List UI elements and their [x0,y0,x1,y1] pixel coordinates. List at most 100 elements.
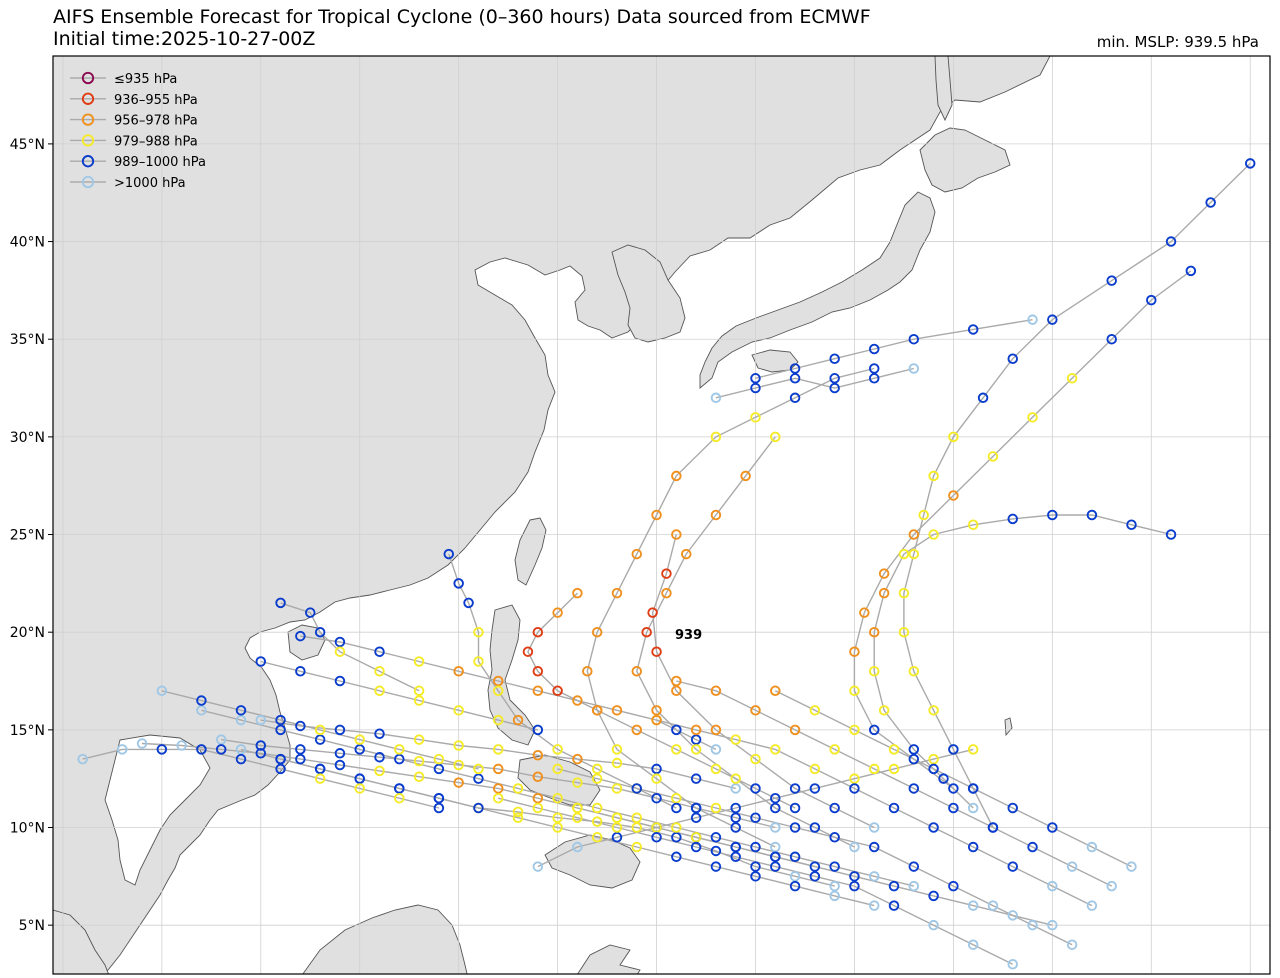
latitude-label: 25°N [10,528,45,544]
track-point [868,626,880,638]
ensemble-track [577,807,1053,926]
legend-label: 979–988 hPa [114,134,198,149]
latitude-label: 10°N [10,821,45,837]
track-point [611,757,623,769]
track-point [552,744,563,755]
legend-marker [81,92,95,105]
track-point [690,832,702,843]
track-point [908,529,920,540]
track-point [878,568,890,579]
track-point [453,740,464,751]
track-point [572,802,583,814]
track-point [750,812,761,823]
track-point [473,626,484,638]
track-point [1146,294,1157,306]
legend-marker [81,113,95,126]
track-point [196,744,207,755]
track-point [117,744,128,755]
track-point [582,666,593,677]
track-point [730,734,741,745]
track-point [1066,373,1078,384]
track-point [671,792,682,804]
track-point [453,777,464,788]
track-point [710,509,722,521]
track-point [690,841,702,853]
ensemble-track [676,680,1113,887]
track-point [750,382,761,394]
track-point [928,919,939,931]
track-point [1047,880,1058,892]
track-point [572,695,583,706]
track-point [1066,939,1078,950]
track-point [433,792,445,804]
track-point [770,841,781,853]
track-point [948,744,959,755]
track-point [789,851,801,863]
track-point [948,802,959,814]
track-point [928,822,939,833]
track-point [631,812,643,823]
track-point [1027,919,1038,931]
ensemble-track [636,436,855,848]
ensemble-track [280,758,875,907]
track-point [473,773,484,784]
latitude-axis: 45°N 40°N 35°N 30°N 25°N 20°N 15°N 10°N 5°N [10,137,53,934]
track-point [859,607,870,618]
track-point [453,705,464,716]
track-point [878,587,890,599]
track-point [809,763,821,775]
malay-peninsula [53,909,109,974]
track-point [1126,861,1137,872]
track-point [750,705,761,716]
track-point [532,724,544,736]
track-point [591,626,603,638]
legend-label: 956–978 hPa [114,114,198,129]
track-point [770,685,781,697]
track-point [413,685,425,697]
track-point [977,392,989,404]
track-point [196,695,207,706]
ensemble-track [715,367,914,399]
track-point [849,783,860,794]
track-point [512,812,524,823]
track-point [938,773,949,784]
track-point [967,324,979,335]
track-point [908,548,920,560]
track-point [829,802,840,814]
track-point [1047,919,1058,931]
track-point [354,773,365,784]
track-point [611,832,623,843]
legend-label: ≤935 hPa [114,72,177,87]
ensemble-track [774,690,1132,868]
track-point [849,646,860,657]
track-point [572,841,583,853]
track-point [611,705,623,716]
korea [611,244,686,343]
track-point [651,705,662,716]
track-point [789,802,801,814]
track-point [908,333,920,345]
track-point [532,861,544,872]
ensemble-track [221,738,776,829]
sakhalin [934,56,953,122]
track-point [908,861,920,872]
track-point [849,871,860,882]
track-point [156,744,168,755]
track-point [651,792,662,804]
ensemble-track [260,719,736,790]
track-point [868,343,880,355]
track-point [809,822,821,833]
track-point [275,763,286,775]
track-point [374,751,385,763]
track-point [928,890,939,902]
track-point [849,773,860,784]
track-point [730,851,741,863]
track-point [611,783,623,794]
track-point [789,880,801,892]
track-point [314,734,326,745]
track-point [849,724,860,736]
track-point [354,734,365,745]
track-point [215,734,227,745]
mindanao [544,834,641,889]
track-point [868,841,880,853]
